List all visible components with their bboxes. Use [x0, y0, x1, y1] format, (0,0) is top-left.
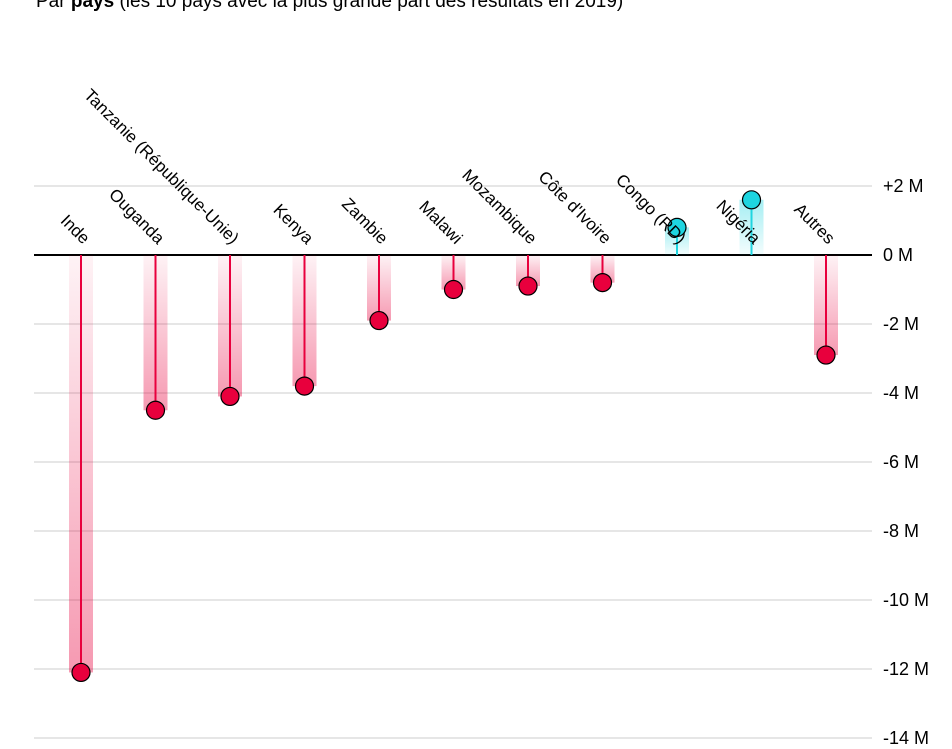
lollipop-dot: [294, 376, 315, 396]
chart-subtitle: Par pays (les 10 pays avec la plus grand…: [36, 0, 623, 13]
lollipop-dot: [816, 345, 836, 365]
lollipop-dot: [71, 662, 91, 683]
category-label: Kenya: [270, 200, 318, 248]
y-tick-label: -8 M: [883, 521, 919, 541]
lollipop-dot: [145, 400, 166, 420]
category-label: Congo (RD): [612, 170, 690, 248]
category-label: Malawi: [415, 197, 466, 248]
lollipop-dot: [443, 279, 464, 300]
y-tick-label: +2 M: [883, 176, 924, 196]
y-tick-label: -14 M: [883, 728, 929, 748]
y-tick-label: -4 M: [883, 383, 919, 403]
y-tick-label: 0 M: [883, 245, 913, 265]
y-tick-label: -2 M: [883, 314, 919, 334]
category-label: Inde: [57, 211, 94, 248]
y-tick-label: -10 M: [883, 590, 929, 610]
lollipop-dot: [667, 217, 687, 237]
subtitle-bold: pays: [70, 0, 115, 12]
category-label: Tanzanie (République-Unie): [80, 85, 242, 247]
category-label: Autres: [790, 200, 838, 248]
y-tick-label: -12 M: [883, 659, 929, 679]
lollipop-dot: [369, 310, 389, 331]
lollipop-dot: [592, 273, 613, 293]
category-label: Ouganda: [105, 185, 168, 248]
subtitle-prefix: Par: [36, 0, 71, 12]
lollipop-dot: [741, 190, 762, 210]
category-label: Côte d'Ivoire: [535, 167, 616, 248]
category-label: Mozambique: [458, 166, 540, 248]
category-label: Zambie: [338, 194, 392, 248]
y-tick-label: -6 M: [883, 452, 919, 472]
lollipop-dot: [518, 276, 538, 296]
lollipop-dot: [220, 386, 240, 407]
subtitle-suffix: (les 10 pays avec la plus grande part de…: [114, 0, 624, 12]
lollipops: [69, 190, 838, 683]
y-axis: +2 M 0 M -2 M -4 M -6 M -8 M -10 M -12 M -14 M: [883, 176, 929, 748]
grid-lines: [34, 185, 872, 739]
